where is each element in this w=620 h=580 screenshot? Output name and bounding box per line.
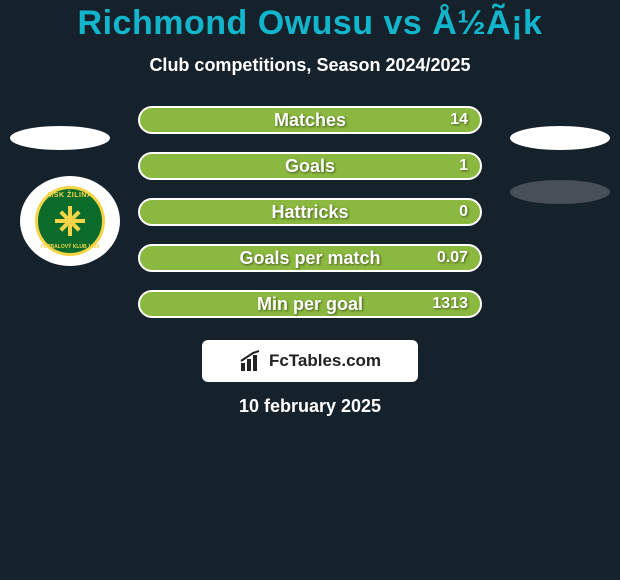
badge-inner-circle: MSK ŽILINA FUTBALOVÝ KLUB 1908 bbox=[35, 186, 105, 256]
stat-right-value: 0.07 bbox=[437, 249, 468, 267]
stat-row-hattricks: Hattricks 0 bbox=[138, 198, 482, 226]
footer-date: 10 february 2025 bbox=[0, 396, 620, 417]
page-title: Richmond Owusu vs Å½Ã¡k bbox=[0, 4, 620, 43]
stat-right-value: 0 bbox=[459, 203, 468, 221]
stat-right-value: 1 bbox=[459, 157, 468, 175]
brand-pill: FcTables.com bbox=[202, 340, 418, 382]
badge-bottom-text: FUTBALOVÝ KLUB 1908 bbox=[41, 244, 99, 250]
badge-cross-icon bbox=[55, 206, 85, 236]
stat-row-min-per-goal: Min per goal 1313 bbox=[138, 290, 482, 318]
badge-top-text: MSK ŽILINA bbox=[47, 192, 92, 199]
stat-label: Goals per match bbox=[239, 248, 380, 269]
stat-label: Min per goal bbox=[257, 294, 363, 315]
player-right-photo-placeholder-2 bbox=[510, 180, 610, 204]
stat-label: Hattricks bbox=[271, 202, 348, 223]
comparison-card: Richmond Owusu vs Å½Ã¡k Club competition… bbox=[0, 0, 620, 580]
page-subtitle: Club competitions, Season 2024/2025 bbox=[0, 55, 620, 76]
bar-chart-icon bbox=[239, 349, 263, 373]
stat-label: Matches bbox=[274, 110, 346, 131]
stat-row-goals: Goals 1 bbox=[138, 152, 482, 180]
stat-row-matches: Matches 14 bbox=[138, 106, 482, 134]
stat-right-value: 1313 bbox=[432, 295, 468, 313]
brand-text: FcTables.com bbox=[269, 351, 381, 371]
stat-label: Goals bbox=[285, 156, 335, 177]
stat-right-value: 14 bbox=[450, 111, 468, 129]
club-badge: MSK ŽILINA FUTBALOVÝ KLUB 1908 bbox=[20, 176, 120, 266]
player-left-photo-placeholder bbox=[10, 126, 110, 150]
player-right-photo-placeholder bbox=[510, 126, 610, 150]
badge-outer-circle: MSK ŽILINA FUTBALOVÝ KLUB 1908 bbox=[20, 176, 120, 266]
stat-row-goals-per-match: Goals per match 0.07 bbox=[138, 244, 482, 272]
